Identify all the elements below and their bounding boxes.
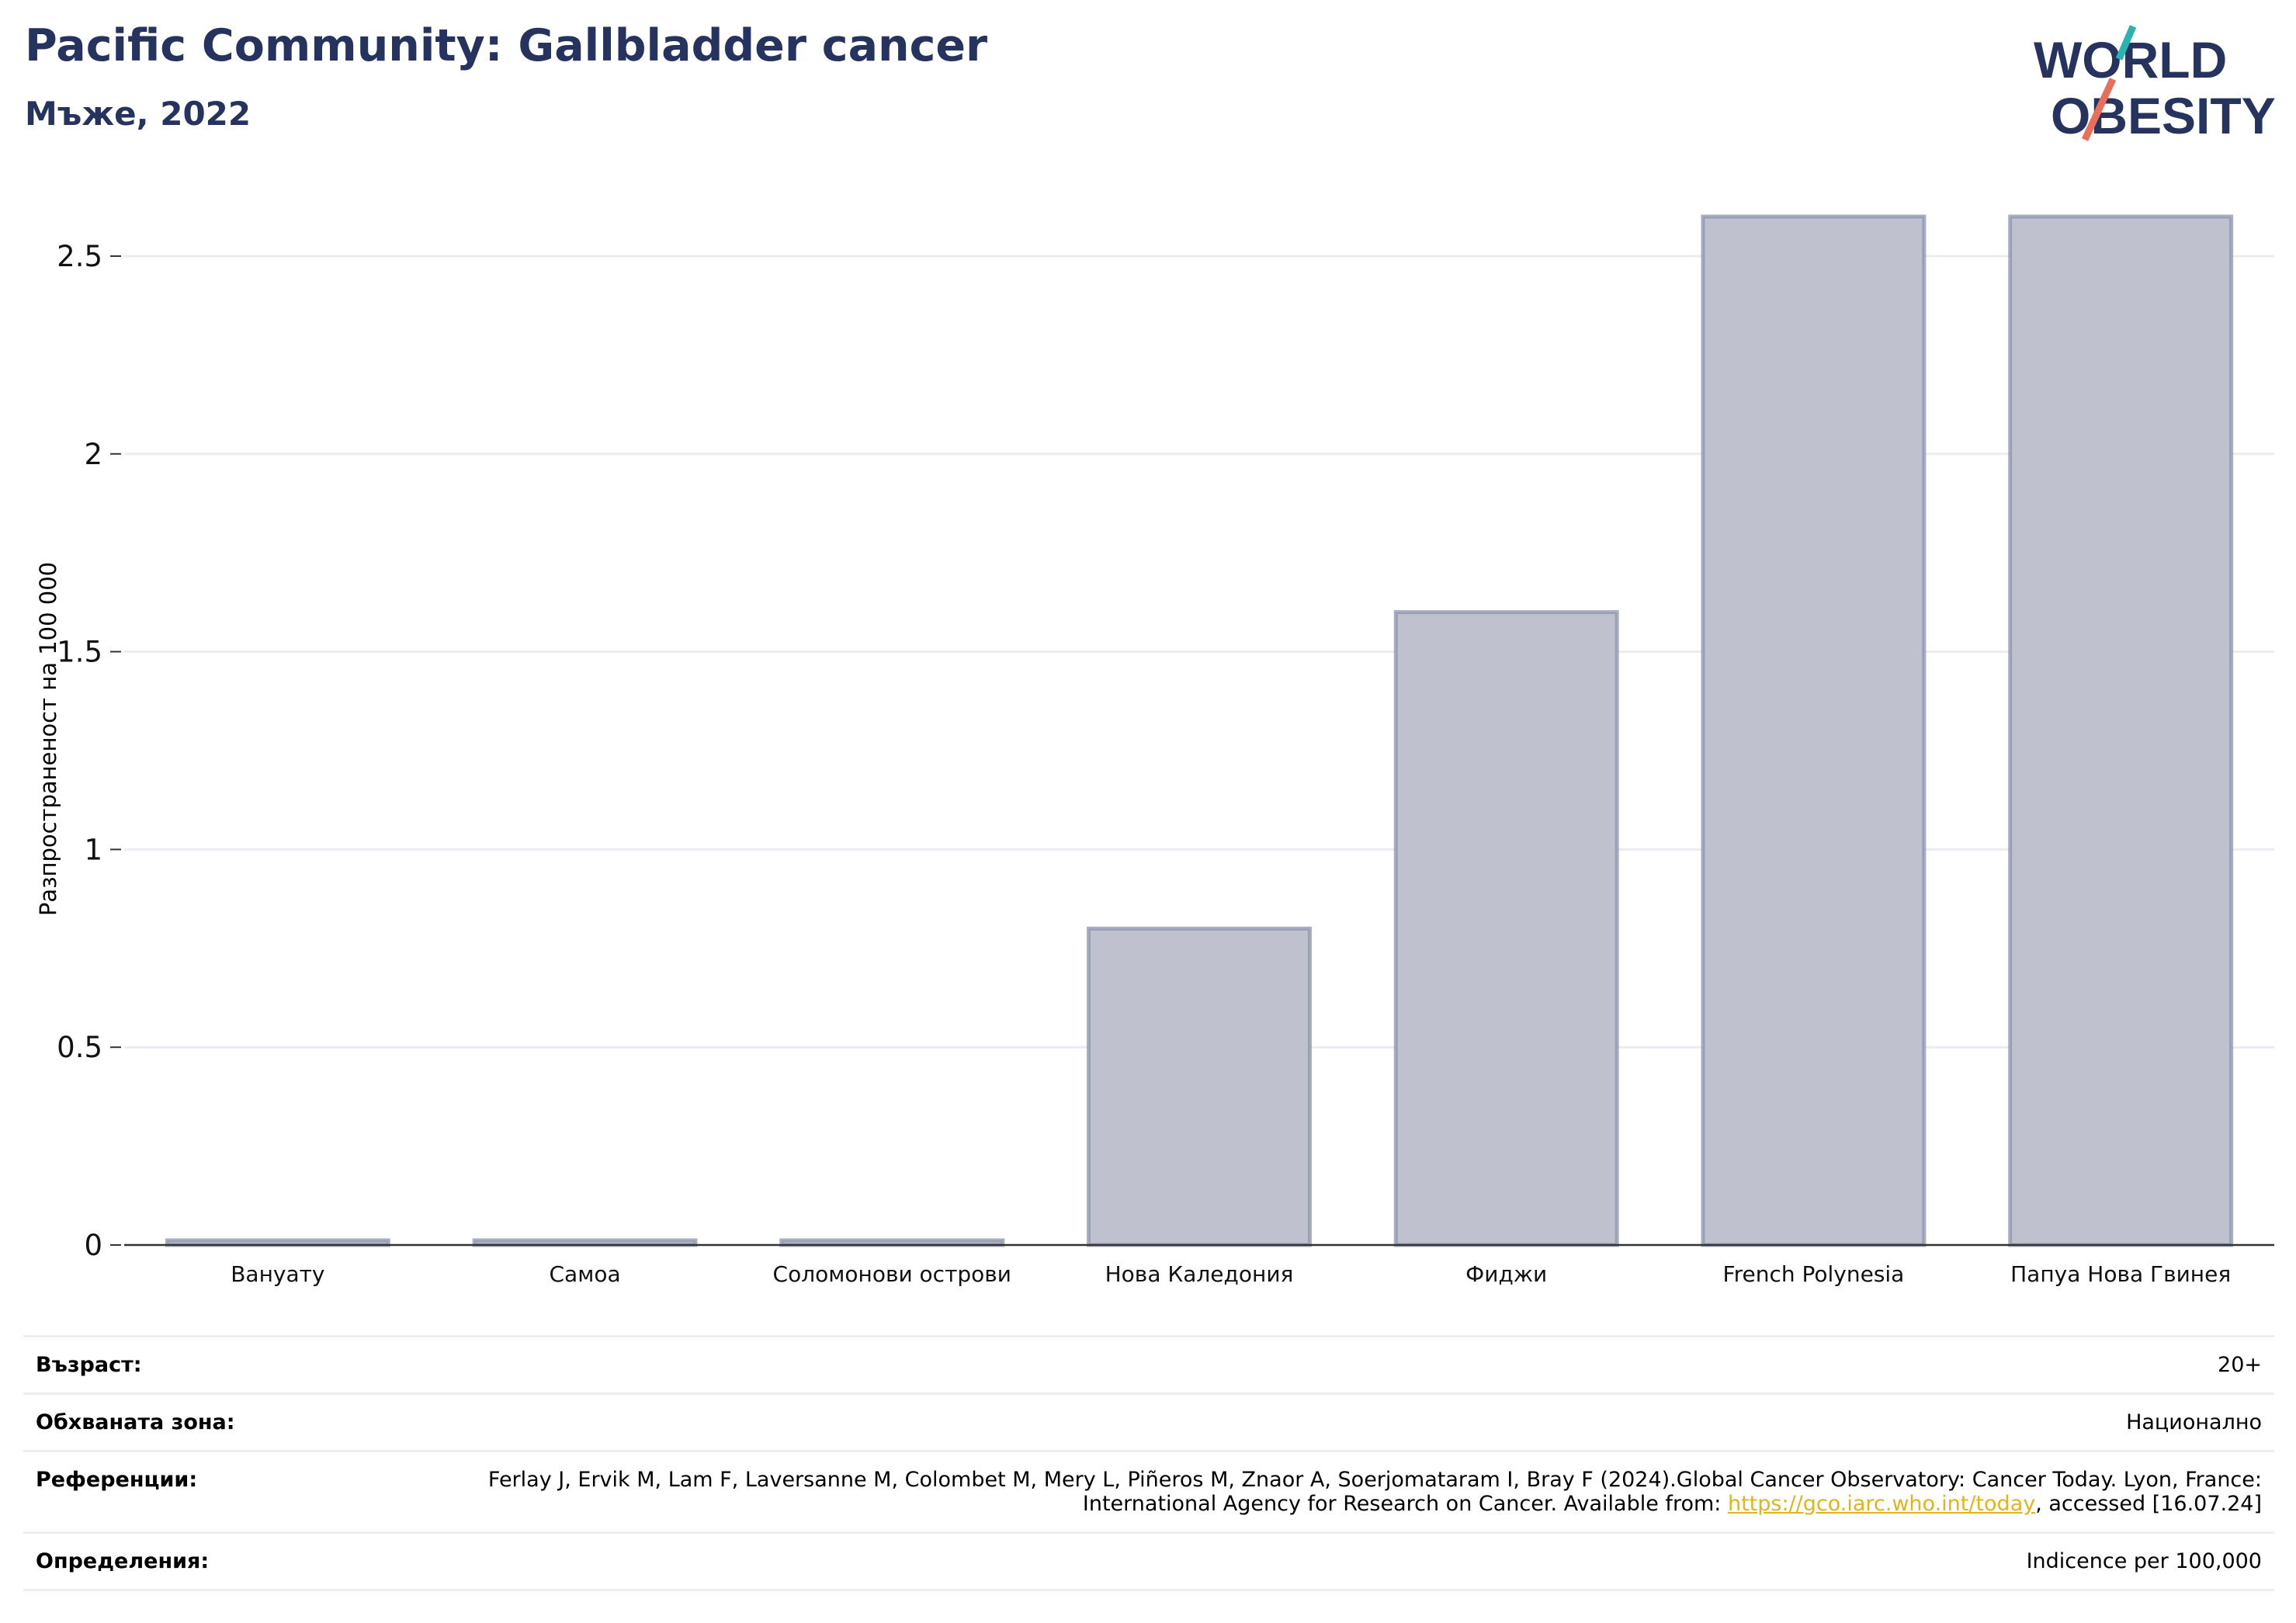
x-tick-label: Соломонови острови	[773, 1261, 1011, 1287]
references-accessed: , accessed [16.07.24]	[2035, 1492, 2262, 1516]
logo-coral-stroke	[2081, 78, 2117, 141]
bar-5	[1701, 214, 1927, 1247]
y-tick-label: 1	[84, 833, 102, 866]
bar-chart: 0 0.5 1 1.5 2 2.5 Вануату Самоа Соломонови остр…	[35, 214, 2274, 1287]
meta-row-references: Референции: Ferlay J, Ervik M, Lam F, La…	[23, 1450, 2274, 1531]
age-label: Възраст:	[36, 1353, 142, 1377]
meta-row-area: Обхваната зона: Национално	[23, 1392, 2274, 1450]
x-axis-ticks: Вануату Самоа Соломонови острови Нова Калед…	[231, 1261, 2231, 1287]
bar-6	[2008, 214, 2234, 1247]
bar-3	[1087, 926, 1312, 1247]
y-tick-label: 0	[84, 1229, 102, 1262]
definitions-label: Определения:	[36, 1549, 210, 1573]
references-text: Ferlay J, Ervik M, Lam F, Laversanne M, …	[487, 1468, 2262, 1516]
bar-4	[1393, 610, 1619, 1247]
x-tick-label: Папуа Нова Гвинея	[2010, 1261, 2231, 1287]
age-value: 20+	[2218, 1353, 2262, 1377]
meta-row-age: Възраст: 20+	[23, 1335, 2274, 1392]
x-tick-label: Фиджи	[1465, 1261, 1547, 1287]
meta-row-definitions: Определения: Indicence per 100,000	[23, 1531, 2274, 1591]
metadata-table: Възраст: 20+ Обхваната зона: Национално …	[23, 1335, 2274, 1591]
y-tick-label: 0.5	[57, 1031, 102, 1064]
references-label: Референции:	[36, 1468, 198, 1492]
references-value: Ferlay J, Ervik M, Lam F, Laversanne M, …	[477, 1468, 2262, 1516]
logo-teal-stroke	[2115, 25, 2137, 61]
page-title: Pacific Community: Gallbladder cancer	[25, 20, 988, 71]
x-tick-label: Самоа	[550, 1261, 621, 1287]
y-axis-ticks: 0 0.5 1 1.5 2 2.5	[57, 240, 121, 1262]
world-obesity-logo: WORLD OBESITY	[2034, 25, 2276, 144]
y-tick-label: 2	[84, 438, 102, 471]
y-tick-label: 1.5	[57, 636, 102, 669]
definitions-value: Indicence per 100,000	[2026, 1549, 2262, 1573]
x-tick-label: Нова Каледония	[1105, 1261, 1294, 1287]
x-tick-label: Вануату	[231, 1261, 324, 1287]
x-tick-label: French Polynesia	[1723, 1261, 1905, 1287]
area-label: Обхваната зона:	[36, 1410, 235, 1434]
page-subtitle: Мъже, 2022	[25, 95, 251, 133]
chart-bars	[165, 214, 2234, 1247]
area-value: Национално	[2126, 1410, 2262, 1434]
y-tick-label: 2.5	[57, 240, 102, 273]
references-link[interactable]: https://gco.iarc.who.int/today	[1727, 1492, 2036, 1516]
y-axis-label: Разпространеност на 100 000	[35, 562, 61, 916]
